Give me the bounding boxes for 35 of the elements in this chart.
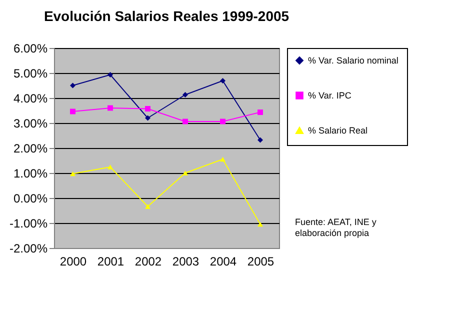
legend-label: % Var. IPC: [308, 90, 352, 100]
x-tick-label: 2005: [247, 254, 274, 268]
y-tick-label: 0.00%: [13, 192, 48, 206]
point: [182, 170, 188, 176]
y-tick-label: 1.00%: [13, 166, 48, 180]
point: [182, 118, 188, 124]
point: [258, 110, 263, 115]
point: [258, 222, 263, 227]
y-tick-label: -2.00%: [9, 242, 48, 256]
point: [108, 164, 113, 170]
point: [145, 106, 150, 112]
x-tick-label: 2000: [60, 254, 87, 268]
point: [108, 72, 113, 78]
point: [182, 92, 188, 98]
legend-label: % Salario Real: [308, 126, 368, 136]
point: [145, 204, 150, 209]
x-tick-label: 2002: [134, 254, 162, 268]
y-tick-label: 3.00%: [13, 116, 48, 130]
point: [108, 105, 113, 111]
y-tick-label: 4.00%: [13, 92, 48, 106]
point: [220, 78, 226, 84]
x-tick-label: 2001: [97, 254, 124, 268]
point: [220, 156, 226, 162]
y-tick-label: 2.00%: [13, 142, 48, 156]
point: [70, 171, 76, 176]
x-tick-label: 2003: [172, 254, 200, 268]
point: [220, 118, 226, 124]
y-tick-label: -1.00%: [9, 216, 48, 230]
source-note: Fuente: AEAT, INE y elaboración propia: [295, 217, 377, 238]
x-tick-label: 2004: [210, 254, 237, 268]
y-tick-label: 6.00%: [13, 42, 48, 56]
legend-label: % Var. Salario nominal: [308, 56, 398, 66]
point: [70, 108, 76, 114]
chart-title: Evolución Salarios Reales 1999-2005: [44, 8, 290, 24]
y-tick-label: 5.00%: [13, 66, 48, 80]
